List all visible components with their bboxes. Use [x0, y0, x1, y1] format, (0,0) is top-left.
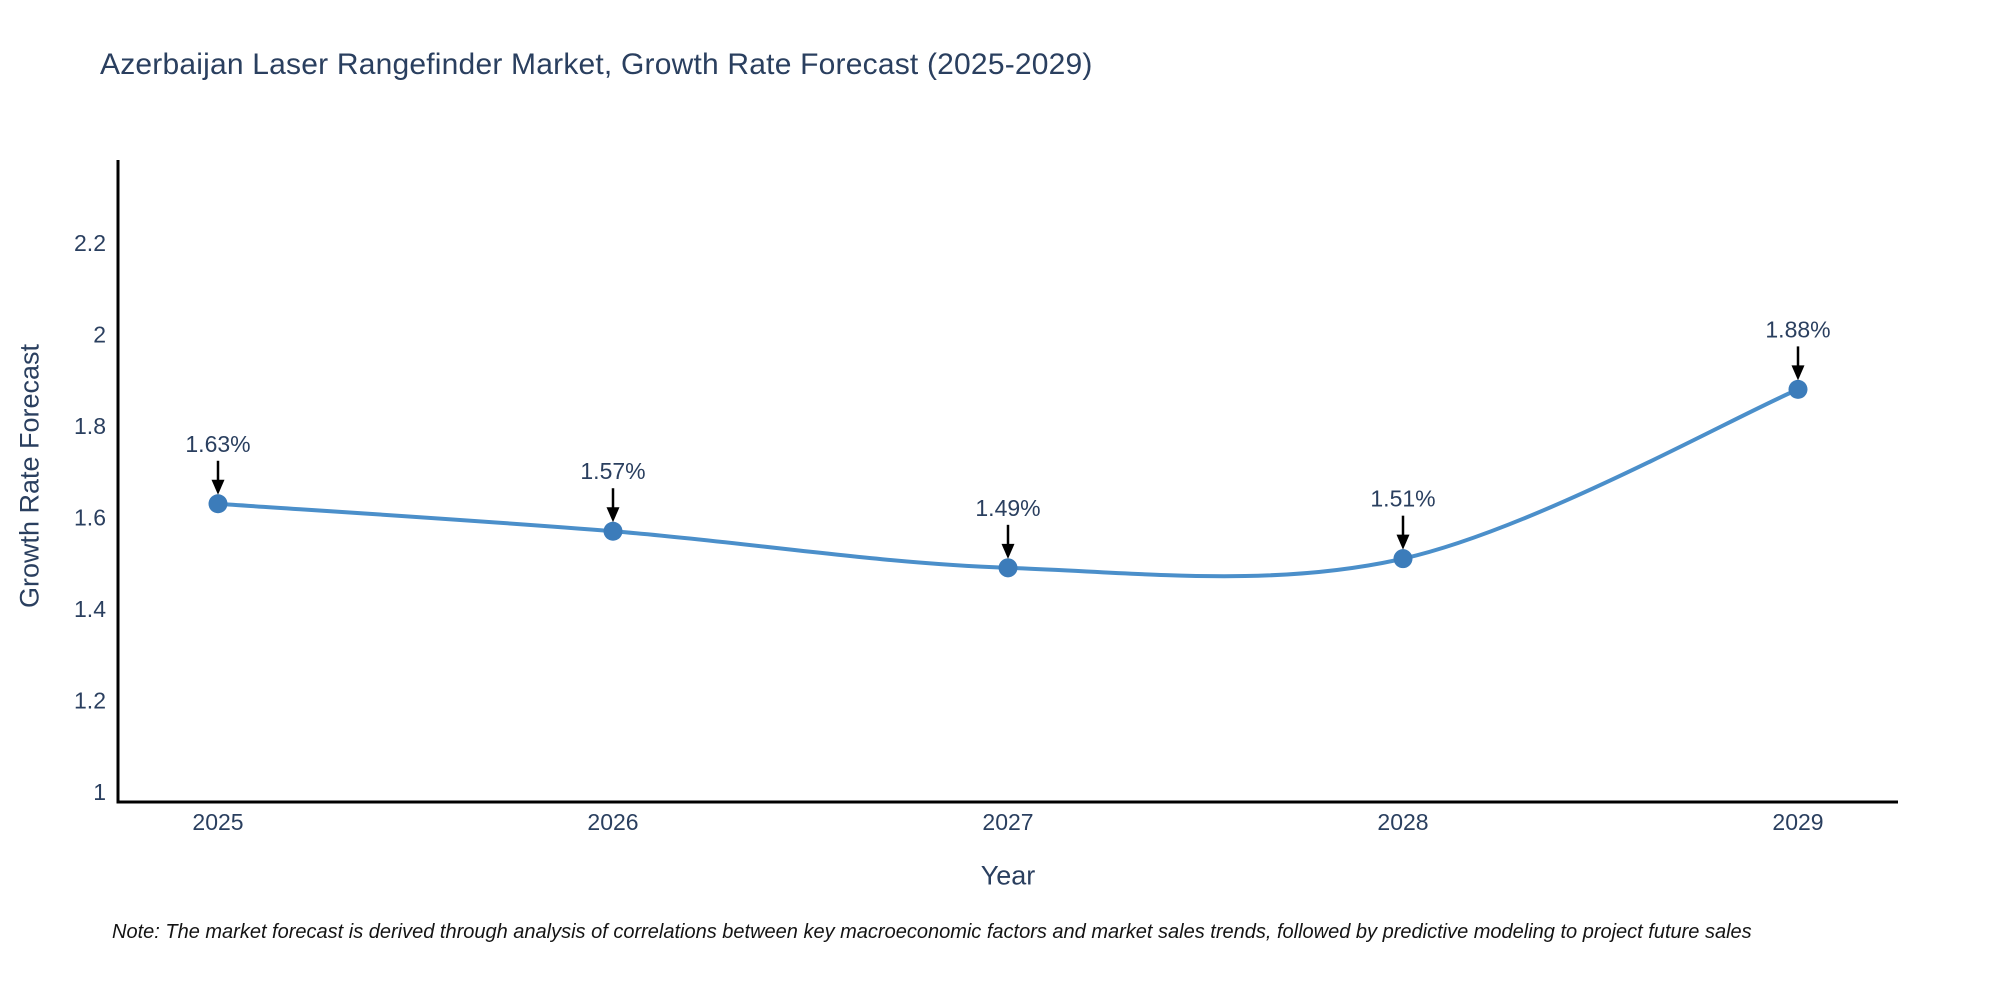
annotation-arrowhead-icon: [1396, 534, 1410, 550]
data-point-label: 1.51%: [1370, 486, 1435, 512]
y-tick-label: 1.4: [74, 596, 106, 622]
y-tick-label: 1.8: [74, 413, 106, 439]
footnote: Note: The market forecast is derived thr…: [112, 921, 1752, 943]
data-point-label: 1.88%: [1765, 316, 1830, 342]
data-point-2027[interactable]: [998, 558, 1018, 578]
chart-title: Azerbaijan Laser Rangefinder Market, Gro…: [100, 48, 1093, 81]
x-tick-label: 2026: [587, 809, 638, 835]
x-tick-label: 2027: [982, 809, 1033, 835]
x-tick-label: 2029: [1772, 809, 1823, 835]
annotation-arrowhead-icon: [606, 507, 620, 523]
y-tick-label: 2.2: [74, 230, 106, 256]
y-tick-label: 1.6: [74, 505, 106, 531]
data-point-label: 1.49%: [975, 495, 1040, 521]
y-tick-label: 2: [93, 322, 106, 348]
annotation-arrowhead-icon: [211, 479, 225, 495]
data-point-label: 1.57%: [580, 458, 645, 484]
data-point-2029[interactable]: [1788, 379, 1808, 399]
annotation-arrowhead-icon: [1791, 365, 1805, 381]
annotation-arrowhead-icon: [1001, 543, 1015, 559]
x-tick-label: 2028: [1377, 809, 1428, 835]
x-tick-label: 2025: [192, 809, 243, 835]
data-point-label: 1.63%: [185, 431, 250, 457]
y-tick-label: 1.2: [74, 688, 106, 714]
y-tick-label: 1: [93, 779, 106, 805]
x-axis-title: Year: [980, 860, 1036, 891]
data-point-2026[interactable]: [603, 521, 623, 541]
data-point-2028[interactable]: [1393, 549, 1413, 569]
data-point-2025[interactable]: [208, 494, 228, 514]
